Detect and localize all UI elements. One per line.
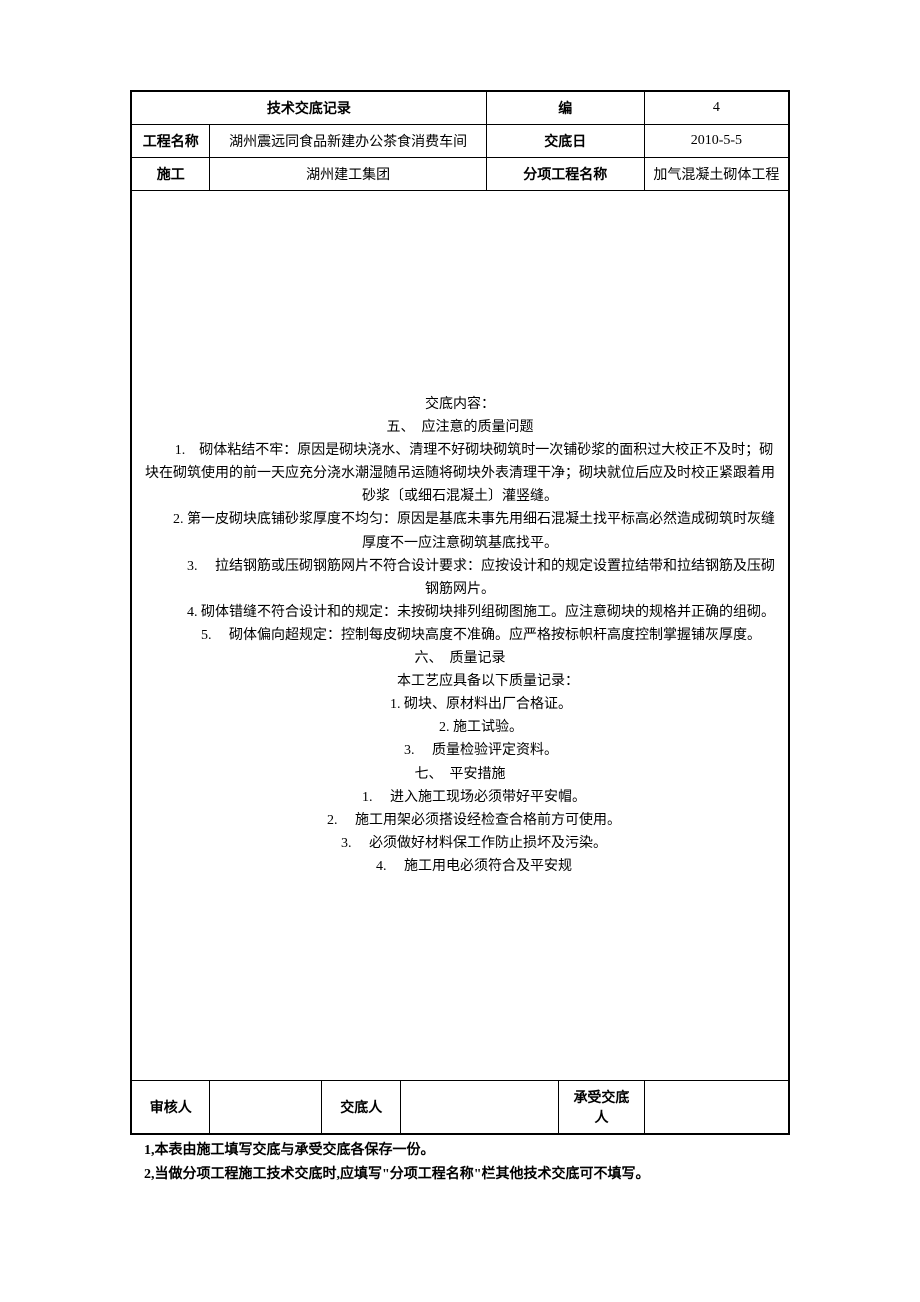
- date-label: 交底日: [486, 125, 644, 158]
- sec6-item-2: 2. 施工试验。: [140, 716, 780, 739]
- sec5-item-3: 3. 拉结钢筋或压砌钢筋网片不符合设计要求：应按设计和的规定设置拉结带和拉结钢筋…: [140, 555, 780, 601]
- reviewer-label: 审核人: [131, 1081, 210, 1135]
- sec5-item-1: 1. 砌体粘结不牢：原因是砌块浇水、清理不好砌块砌筑时一次铺砂浆的面积过大校正不…: [140, 439, 780, 508]
- reviewer-value: [210, 1081, 322, 1135]
- code-value: 4: [644, 91, 789, 125]
- document-table: 技术交底记录 编 4 工程名称 湖州震远同食品新建办公茶食消费车间 交底日 20…: [130, 90, 790, 1135]
- sec7-item-2: 2. 施工用架必须搭设经检查合格前方可使用。: [140, 809, 780, 832]
- content-intro: 交底内容：: [140, 393, 780, 416]
- sec5-item-5: 5. 砌体偏向超规定：控制每皮砌块高度不准确。应严格按标帜杆高度控制掌握铺灰厚度…: [140, 624, 780, 647]
- receiver-label: 承受交底人: [559, 1081, 645, 1135]
- sec7-item-1: 1. 进入施工现场必须带好平安帽。: [140, 786, 780, 809]
- sec6-intro: 本工艺应具备以下质量记录：: [140, 670, 780, 693]
- section-5-title: 五、 应注意的质量问题: [140, 416, 780, 439]
- code-label: 编: [486, 91, 644, 125]
- briefer-label: 交底人: [322, 1081, 401, 1135]
- project-value: 湖州震远同食品新建办公茶食消费车间: [210, 125, 486, 158]
- sec5-item-2: 2. 第一皮砌块底铺砂浆厚度不均匀：原因是基底未事先用细石混凝土找平标高必然造成…: [140, 508, 780, 554]
- footer-note-2: 2,当做分项工程施工技术交底时,应填写"分项工程名称"栏其他技术交底可不填写。: [144, 1163, 790, 1187]
- briefer-value: [401, 1081, 559, 1135]
- sec6-item-3: 3. 质量检验评定资料。: [140, 739, 780, 762]
- constructor-value: 湖州建工集团: [210, 158, 486, 191]
- footer-note-1: 1,本表由施工填写交底与承受交底各保存一份。: [144, 1139, 790, 1163]
- section-6-title: 六、 质量记录: [140, 647, 780, 670]
- receiver-value: [644, 1081, 789, 1135]
- project-label: 工程名称: [131, 125, 210, 158]
- date-value: 2010-5-5: [644, 125, 789, 158]
- section-7-title: 七、 平安措施: [140, 763, 780, 786]
- footer-notes: 1,本表由施工填写交底与承受交底各保存一份。 2,当做分项工程施工技术交底时,应…: [130, 1139, 790, 1187]
- sec7-item-3: 3. 必须做好材料保工作防止损坏及污染。: [140, 832, 780, 855]
- doc-title: 技术交底记录: [131, 91, 486, 125]
- constructor-label: 施工: [131, 158, 210, 191]
- sec7-item-4: 4. 施工用电必须符合及平安规: [140, 855, 780, 878]
- subproject-label: 分项工程名称: [486, 158, 644, 191]
- sec5-item-4: 4. 砌体错缝不符合设计和的规定：未按砌块排列组砌图施工。应注意砌块的规格并正确…: [140, 601, 780, 624]
- subproject-value: 加气混凝土砌体工程: [644, 158, 789, 191]
- sec6-item-1: 1. 砌块、原材料出厂合格证。: [140, 693, 780, 716]
- content-body: 交底内容： 五、 应注意的质量问题 1. 砌体粘结不牢：原因是砌块浇水、清理不好…: [131, 191, 789, 1081]
